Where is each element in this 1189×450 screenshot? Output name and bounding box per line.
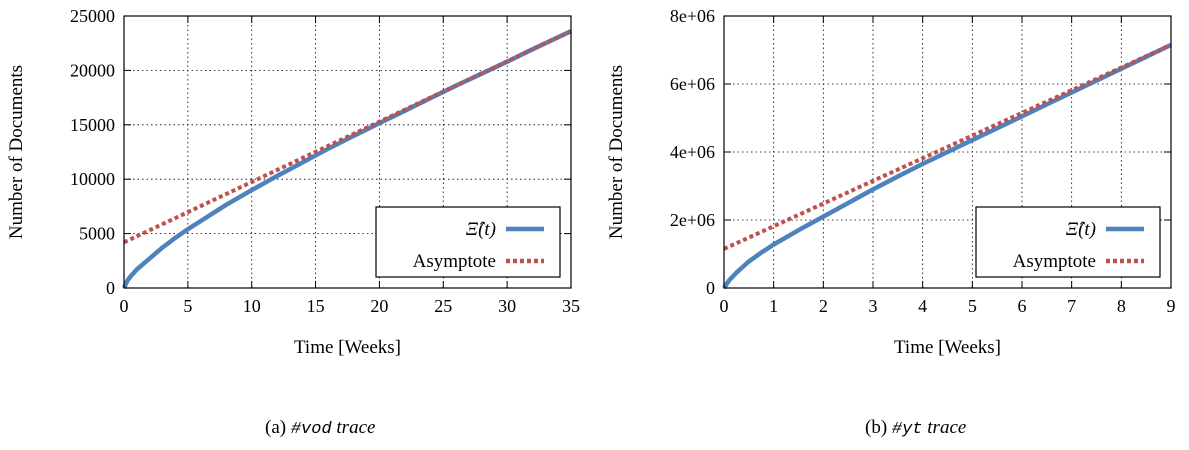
x-tick-label: 25 — [434, 296, 452, 316]
x-tick-label: 0 — [120, 296, 129, 316]
caption-a-suffix: trace — [331, 417, 376, 438]
legend-label: Ξ̂(t) — [1066, 219, 1096, 240]
legend-box — [375, 206, 561, 278]
x-tick-label: 2 — [819, 296, 828, 316]
y-axis-label: Number of Documents — [606, 65, 627, 239]
x-tick-label: 9 — [1167, 296, 1176, 316]
caption-a: (a) #vod trace — [265, 417, 375, 439]
y-tick-label: 6e+06 — [670, 74, 715, 94]
x-tick-label: 8 — [1117, 296, 1126, 316]
chart-0: 0 5 10 15 20 25 30 35 0 5000 10000 15000 20000 25000 T… — [6, 6, 580, 358]
x-tick-label: 10 — [243, 296, 261, 316]
x-tick-label: 0 — [720, 296, 729, 316]
x-tick-label: 5 — [968, 296, 977, 316]
x-tick-label: 1 — [769, 296, 778, 316]
y-axis-label: Number of Documents — [6, 65, 27, 239]
legend-label: Asymptote — [1013, 251, 1096, 272]
y-tick-label: 4e+06 — [670, 142, 715, 162]
plot-frame — [723, 15, 1172, 289]
y-tick-label: 20000 — [70, 60, 115, 80]
caption-a-prefix: (a) — [265, 417, 291, 438]
legend: Ξ̂(t) Asymptote — [375, 206, 561, 278]
xi-hat-line — [121, 29, 572, 289]
x-tick-label: 4 — [918, 296, 927, 316]
y-tick-label: 0 — [706, 278, 715, 298]
legend-label: Asymptote — [413, 251, 496, 272]
x-tick-label: 15 — [307, 296, 325, 316]
plot-frame — [123, 15, 572, 289]
y-tick-label: 10000 — [70, 169, 115, 189]
x-tick-label: 20 — [370, 296, 388, 316]
x-tick-label: 6 — [1018, 296, 1027, 316]
caption-b-prefix: (b) — [865, 417, 892, 438]
caption-b: (b) #yt trace — [865, 417, 966, 439]
y-tick-label: 25000 — [70, 6, 115, 26]
legend: Ξ̂(t) Asymptote — [975, 206, 1161, 278]
x-tick-label: 30 — [498, 296, 516, 316]
x-tick-label: 3 — [869, 296, 878, 316]
legend-label: Ξ̂(t) — [466, 219, 496, 240]
y-tick-label: 2e+06 — [670, 210, 715, 230]
x-tick-label: 7 — [1067, 296, 1076, 316]
asymptote-line — [723, 43, 1172, 251]
caption-a-tag: #vod — [290, 420, 332, 439]
x-tick-label: 5 — [183, 296, 192, 316]
y-tick-label: 5000 — [79, 224, 115, 244]
x-tick-label: 35 — [562, 296, 580, 316]
y-tick-label: 0 — [106, 278, 115, 298]
x-axis-label: Time [Weeks] — [894, 337, 1001, 358]
y-tick-label: 15000 — [70, 115, 115, 135]
legend-box — [975, 206, 1161, 278]
caption-b-tag: #yt — [891, 420, 923, 439]
asymptote-line — [123, 29, 572, 245]
chart-1: 0 1 2 3 4 5 6 7 8 9 0 2e+06 4e+06 6e+06 8e+06 Time [Wee… — [606, 6, 1176, 358]
x-axis-label: Time [Weeks] — [294, 337, 401, 358]
y-tick-label: 8e+06 — [670, 6, 715, 26]
caption-b-suffix: trace — [922, 417, 967, 438]
figure-canvas: 0 5 10 15 20 25 30 350500010000150002000025000T… — [6, 6, 1176, 358]
